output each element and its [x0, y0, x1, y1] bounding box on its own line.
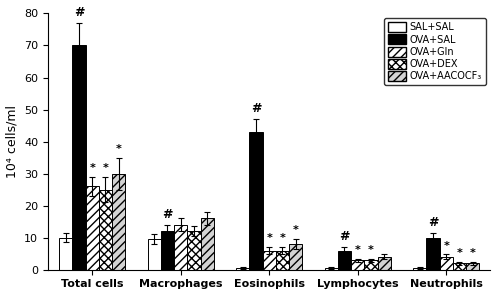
Text: *: * — [266, 233, 272, 243]
Bar — [377, 257, 391, 270]
Y-axis label: 10⁴ cells/ml: 10⁴ cells/ml — [5, 105, 18, 178]
Text: *: * — [293, 225, 299, 235]
Text: *: * — [443, 240, 449, 250]
Text: *: * — [470, 248, 476, 258]
Text: *: * — [103, 163, 109, 173]
Bar — [59, 238, 72, 270]
Bar — [413, 268, 426, 270]
Bar — [174, 225, 187, 270]
Bar — [276, 250, 289, 270]
Text: #: # — [162, 208, 173, 221]
Bar — [338, 250, 351, 270]
Bar — [439, 257, 453, 270]
Text: #: # — [250, 102, 261, 115]
Text: *: * — [116, 144, 122, 154]
Legend: SAL+SAL, OVA+SAL, OVA+Gln, OVA+DEX, OVA+AACOCF₃: SAL+SAL, OVA+SAL, OVA+Gln, OVA+DEX, OVA+… — [384, 18, 486, 85]
Text: *: * — [280, 233, 285, 243]
Bar — [365, 260, 377, 270]
Bar — [112, 174, 125, 270]
Bar — [426, 238, 439, 270]
Bar — [99, 190, 112, 270]
Bar — [466, 263, 479, 270]
Bar — [351, 260, 365, 270]
Text: #: # — [74, 6, 84, 19]
Bar — [200, 219, 214, 270]
Bar — [289, 244, 303, 270]
Text: *: * — [456, 248, 462, 258]
Bar — [147, 239, 161, 270]
Bar — [249, 132, 262, 270]
Bar — [86, 186, 99, 270]
Text: *: * — [368, 245, 374, 255]
Bar — [161, 231, 174, 270]
Text: #: # — [428, 216, 438, 229]
Bar — [187, 231, 200, 270]
Bar — [324, 268, 338, 270]
Bar — [453, 263, 466, 270]
Bar — [262, 250, 276, 270]
Bar — [72, 45, 86, 270]
Text: #: # — [339, 230, 350, 243]
Text: *: * — [355, 245, 361, 255]
Bar — [236, 268, 249, 270]
Text: *: * — [89, 163, 95, 173]
